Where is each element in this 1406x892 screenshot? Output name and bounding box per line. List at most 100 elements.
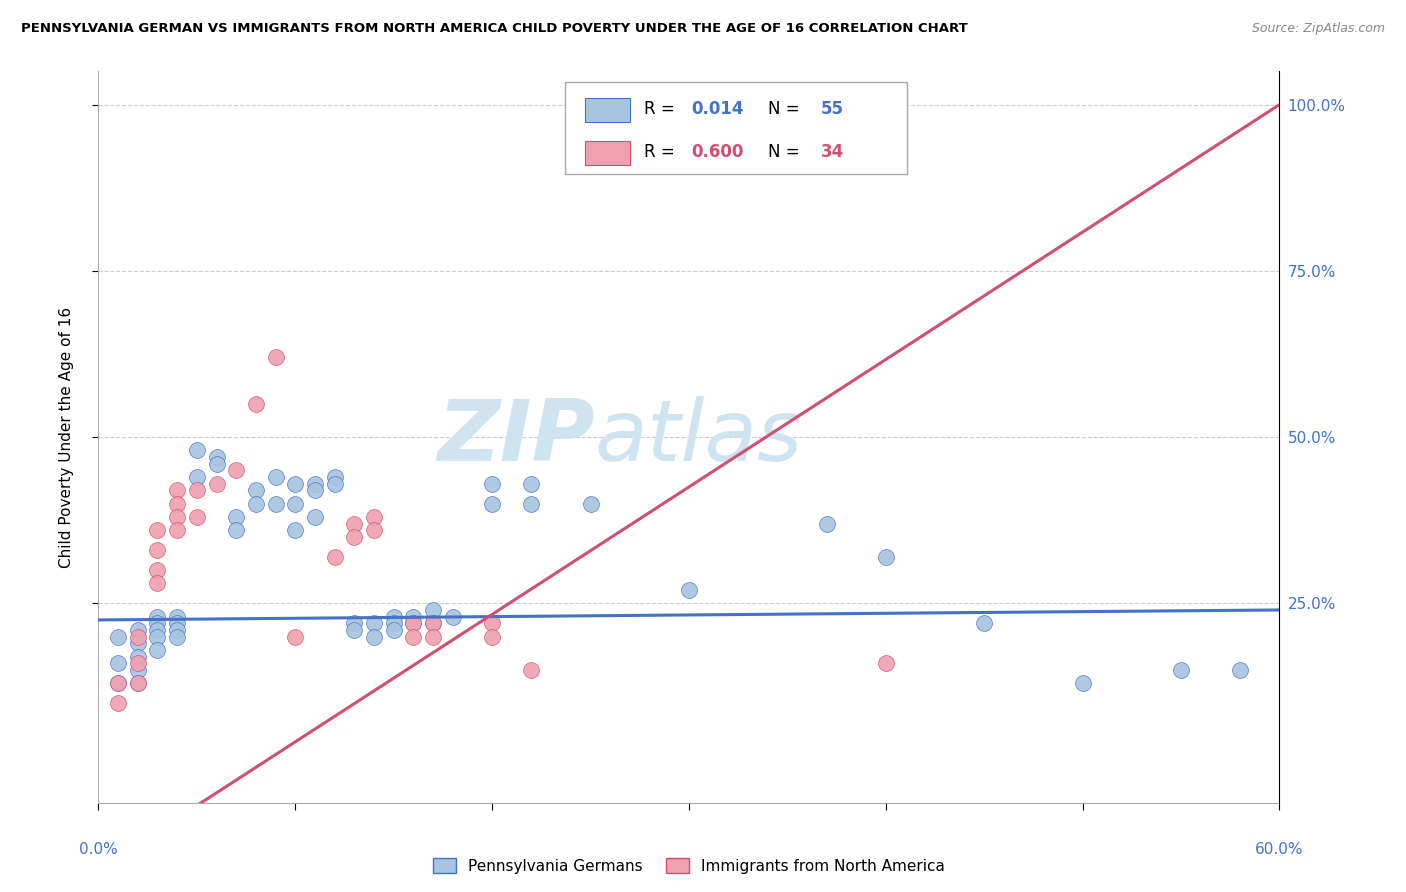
- Point: [304, 483, 326, 498]
- Point: [678, 582, 700, 597]
- Point: [363, 630, 385, 644]
- Point: [1229, 663, 1251, 677]
- Point: [107, 630, 129, 644]
- Point: [323, 549, 346, 564]
- Point: [127, 676, 149, 690]
- Point: [481, 476, 503, 491]
- Point: [166, 483, 188, 498]
- Point: [127, 676, 149, 690]
- Point: [166, 523, 188, 537]
- Point: [225, 523, 247, 537]
- Point: [422, 630, 444, 644]
- Point: [127, 656, 149, 670]
- Point: [146, 609, 169, 624]
- Point: [225, 509, 247, 524]
- FancyBboxPatch shape: [585, 141, 630, 165]
- Point: [343, 623, 366, 637]
- Point: [205, 450, 228, 464]
- Point: [973, 616, 995, 631]
- Point: [146, 630, 169, 644]
- Point: [127, 663, 149, 677]
- Point: [245, 483, 267, 498]
- Text: ZIP: ZIP: [437, 395, 595, 479]
- Point: [186, 509, 208, 524]
- Point: [146, 563, 169, 577]
- Point: [107, 676, 129, 690]
- Point: [382, 623, 405, 637]
- Point: [481, 616, 503, 631]
- Point: [107, 656, 129, 670]
- Point: [146, 616, 169, 631]
- Point: [382, 616, 405, 631]
- Point: [520, 497, 543, 511]
- Point: [264, 351, 287, 365]
- Point: [815, 516, 838, 531]
- Point: [186, 470, 208, 484]
- Point: [363, 616, 385, 631]
- Point: [107, 676, 129, 690]
- Point: [166, 509, 188, 524]
- Point: [579, 497, 602, 511]
- Point: [264, 497, 287, 511]
- Point: [402, 630, 425, 644]
- Point: [343, 616, 366, 631]
- Text: PENNSYLVANIA GERMAN VS IMMIGRANTS FROM NORTH AMERICA CHILD POVERTY UNDER THE AGE: PENNSYLVANIA GERMAN VS IMMIGRANTS FROM N…: [21, 22, 967, 36]
- Point: [402, 609, 425, 624]
- Text: R =: R =: [644, 100, 681, 118]
- Point: [205, 476, 228, 491]
- Point: [284, 497, 307, 511]
- Point: [343, 530, 366, 544]
- Text: 0.0%: 0.0%: [79, 842, 118, 856]
- Point: [402, 616, 425, 631]
- Point: [166, 616, 188, 631]
- Point: [284, 476, 307, 491]
- Point: [146, 623, 169, 637]
- Point: [146, 576, 169, 591]
- Point: [323, 470, 346, 484]
- Point: [323, 476, 346, 491]
- Point: [422, 616, 444, 631]
- Text: Source: ZipAtlas.com: Source: ZipAtlas.com: [1251, 22, 1385, 36]
- Point: [875, 549, 897, 564]
- Point: [875, 656, 897, 670]
- Point: [520, 476, 543, 491]
- Point: [284, 523, 307, 537]
- Text: 55: 55: [821, 100, 844, 118]
- Text: 0.600: 0.600: [692, 143, 744, 161]
- Point: [304, 476, 326, 491]
- Point: [1071, 676, 1094, 690]
- Point: [127, 636, 149, 650]
- Y-axis label: Child Poverty Under the Age of 16: Child Poverty Under the Age of 16: [59, 307, 75, 567]
- Text: atlas: atlas: [595, 395, 803, 479]
- Point: [205, 457, 228, 471]
- Point: [343, 516, 366, 531]
- Point: [363, 509, 385, 524]
- Point: [422, 616, 444, 631]
- Point: [186, 443, 208, 458]
- Point: [146, 643, 169, 657]
- Point: [441, 609, 464, 624]
- Point: [481, 497, 503, 511]
- Point: [284, 630, 307, 644]
- Text: N =: N =: [768, 100, 806, 118]
- Point: [245, 397, 267, 411]
- Point: [166, 623, 188, 637]
- Point: [1170, 663, 1192, 677]
- Point: [402, 616, 425, 631]
- Point: [382, 609, 405, 624]
- Point: [127, 630, 149, 644]
- Point: [127, 649, 149, 664]
- Point: [422, 603, 444, 617]
- Point: [225, 463, 247, 477]
- FancyBboxPatch shape: [565, 82, 907, 174]
- Text: 34: 34: [821, 143, 845, 161]
- Point: [166, 497, 188, 511]
- Point: [363, 523, 385, 537]
- Point: [520, 663, 543, 677]
- Point: [264, 470, 287, 484]
- Point: [304, 509, 326, 524]
- Point: [146, 523, 169, 537]
- Point: [166, 609, 188, 624]
- Point: [127, 623, 149, 637]
- Text: N =: N =: [768, 143, 806, 161]
